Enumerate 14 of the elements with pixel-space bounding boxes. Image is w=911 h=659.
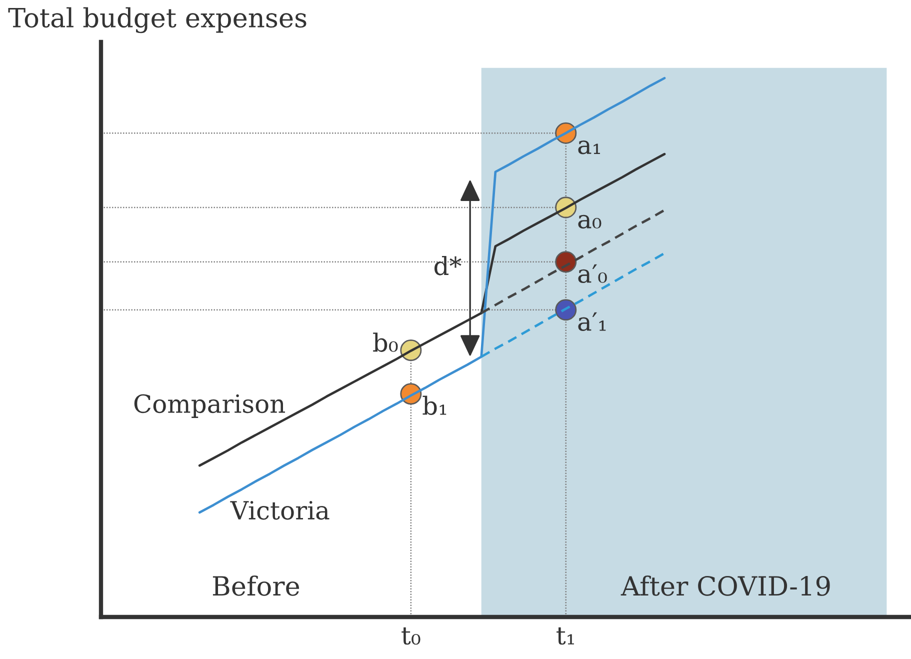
annotation: a′₁ bbox=[578, 312, 606, 331]
series-label: Victoria bbox=[230, 500, 330, 520]
annotation: b₀ bbox=[373, 332, 398, 352]
annotation: a₀ bbox=[578, 214, 602, 229]
x-tick-label: t₁ bbox=[556, 627, 574, 645]
annotation: d* bbox=[434, 256, 462, 276]
annotation: After COVID-19 bbox=[620, 575, 830, 596]
series-label: Comparison bbox=[134, 394, 285, 418]
annotation: Before bbox=[212, 575, 300, 596]
annotation: a′₀ bbox=[578, 264, 607, 284]
x-tick-label: t₀ bbox=[402, 627, 420, 645]
annotation: b₁ bbox=[422, 396, 446, 416]
annotation: a₁ bbox=[578, 140, 600, 154]
y-axis-title: Total budget expenses bbox=[8, 7, 306, 34]
